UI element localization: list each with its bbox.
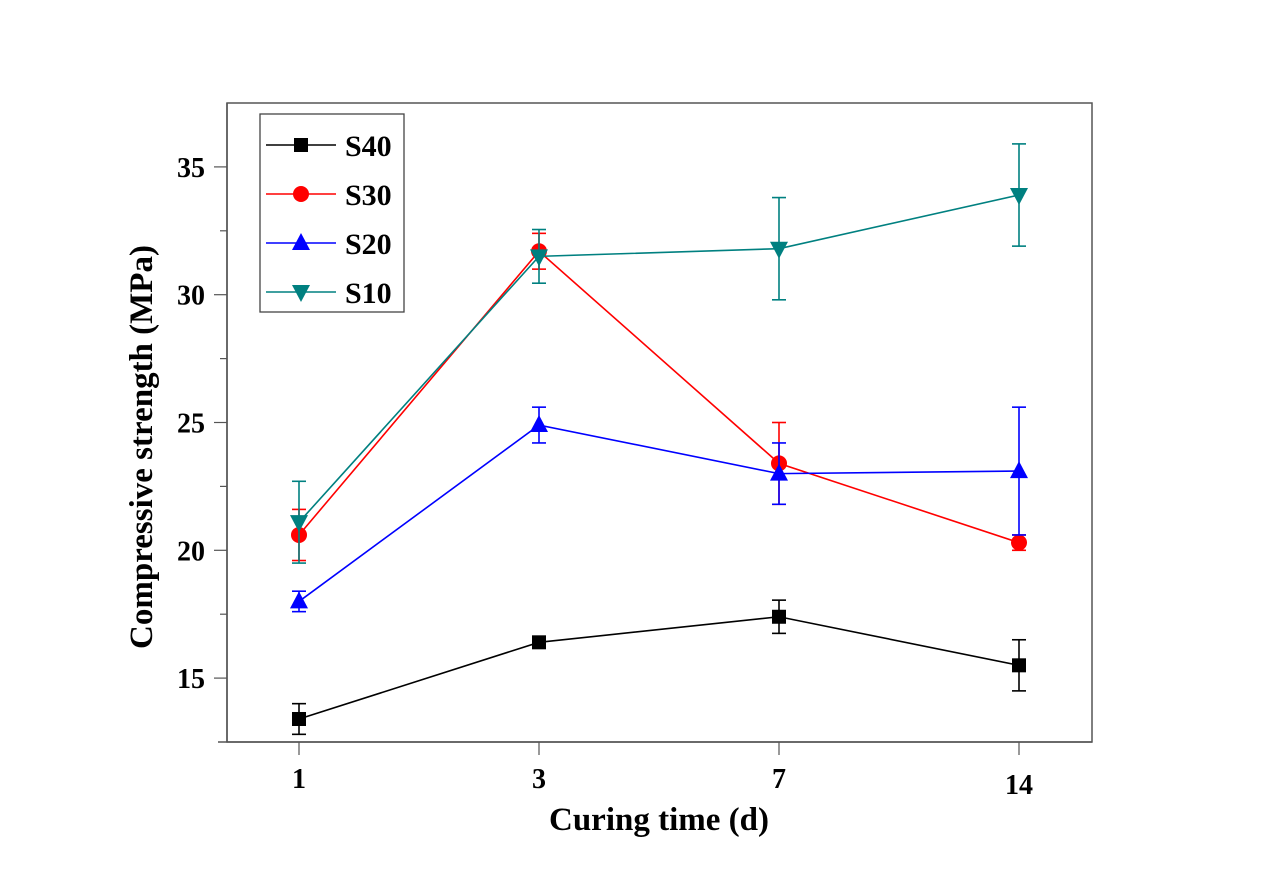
data-point xyxy=(290,591,308,609)
y-tick-label: 30 xyxy=(177,281,205,312)
legend-marker xyxy=(294,138,308,152)
data-point xyxy=(530,415,548,433)
series-line xyxy=(298,615,1020,720)
data-point xyxy=(770,241,788,259)
legend-label: S30 xyxy=(345,179,392,212)
legend-box xyxy=(259,113,405,313)
y-tick-label: 20 xyxy=(177,536,205,567)
y-tick-label: 25 xyxy=(177,409,205,440)
legend-marker xyxy=(292,233,310,250)
series-line xyxy=(298,250,1020,544)
data-point xyxy=(1010,461,1028,479)
data-point xyxy=(290,515,308,533)
series-line xyxy=(298,194,1020,523)
legend-item-s20: S20 xyxy=(266,228,392,261)
series-line xyxy=(298,424,1020,603)
x-tick-label: 14 xyxy=(1005,770,1033,801)
y-tick-label: 35 xyxy=(177,153,205,184)
series-s40 xyxy=(292,599,1026,736)
legend-item-s40: S40 xyxy=(266,130,392,163)
legend-label: S40 xyxy=(345,130,392,163)
legend-label: S20 xyxy=(345,228,392,261)
data-point xyxy=(530,249,548,267)
data-point xyxy=(292,711,306,726)
series-layer xyxy=(290,143,1028,736)
legend-label: S10 xyxy=(345,277,392,310)
x-tick-label: 3 xyxy=(532,764,546,795)
data-point xyxy=(1011,534,1027,551)
x-axis-ticks: 1 3 7 14 xyxy=(292,742,1033,801)
legend-marker xyxy=(293,186,309,202)
data-point xyxy=(1010,188,1028,206)
legend-item-s30: S30 xyxy=(266,179,392,212)
legend: S40 S30 S20 S10 xyxy=(259,113,405,313)
series-s20 xyxy=(290,406,1028,613)
x-tick-label: 1 xyxy=(292,764,306,795)
data-point xyxy=(532,635,546,650)
x-axis-title: Curing time (d) xyxy=(549,802,769,838)
legend-marker xyxy=(292,285,310,302)
data-point xyxy=(772,609,786,624)
data-point xyxy=(1012,658,1026,673)
y-axis-ticks: 15 20 25 30 35 xyxy=(177,153,227,695)
y-tick-label: 15 xyxy=(177,664,205,695)
data-point xyxy=(770,463,788,481)
series-s10 xyxy=(290,143,1028,564)
y-axis-title: Compressive strength (MPa) xyxy=(124,245,160,649)
legend-item-s10: S10 xyxy=(266,277,392,310)
x-tick-label: 7 xyxy=(772,764,786,795)
